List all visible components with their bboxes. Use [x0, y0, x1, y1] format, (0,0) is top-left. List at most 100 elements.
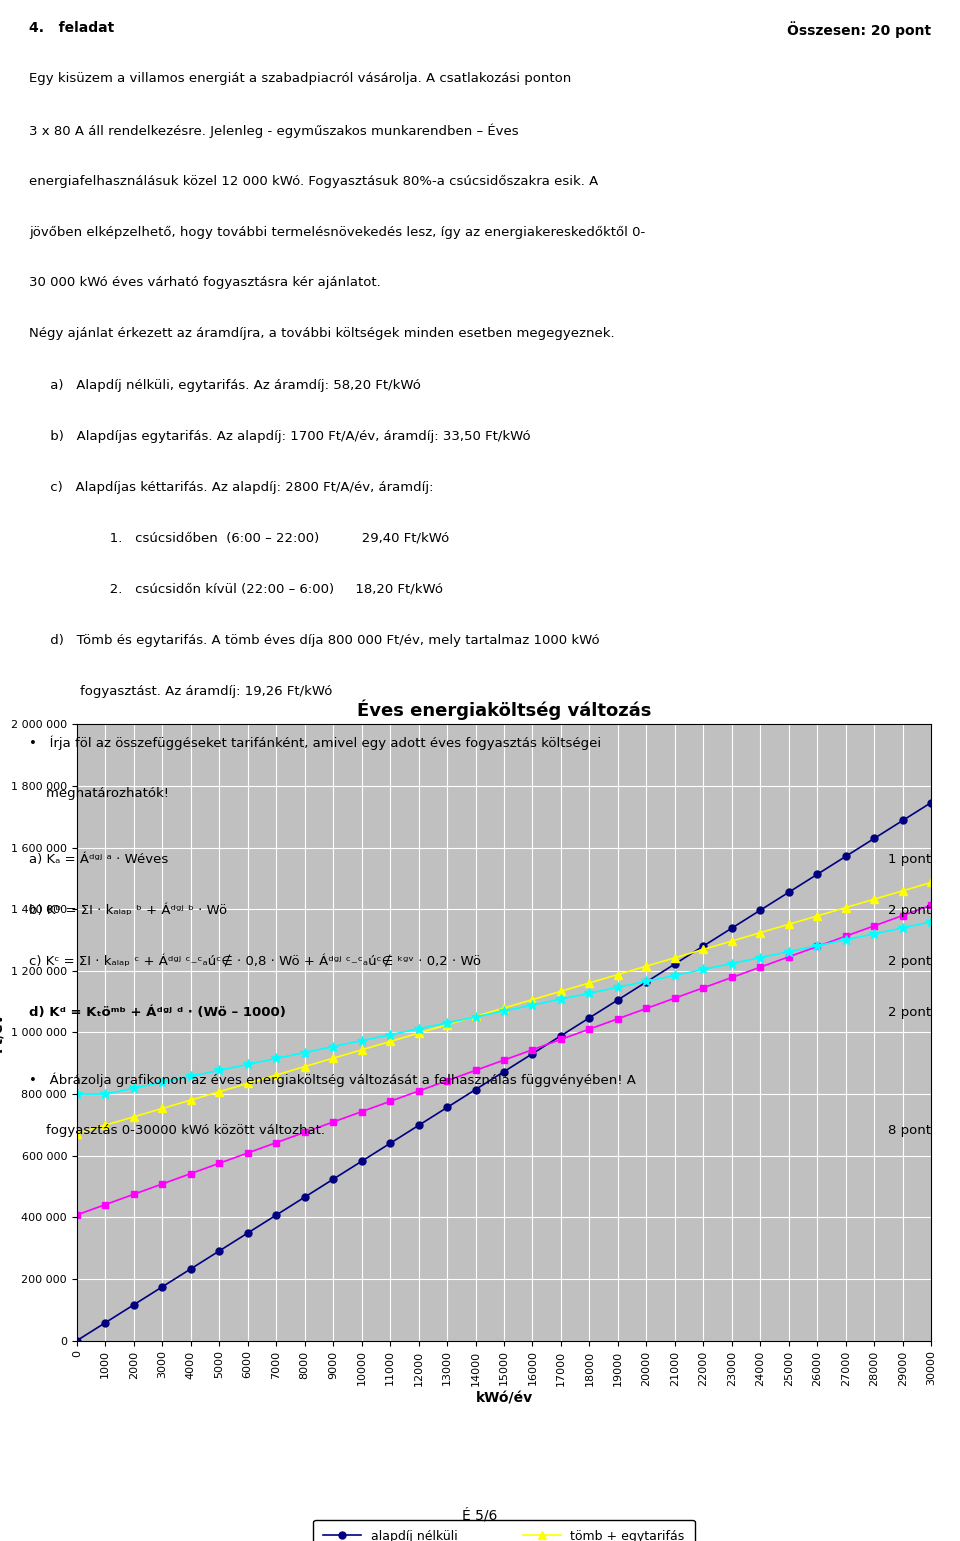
Text: •   Ábrázolja grafikonon az éves energiaköltség változását a felhasználás függvé: • Ábrázolja grafikonon az éves energiakö… [29, 1073, 636, 1086]
alapdíjas egy tarifás [156, 1174, 168, 1193]
Title: Éves energiaköltség változás: Éves energiaköltség változás [357, 700, 651, 720]
tömb + egytarifás [925, 912, 937, 931]
tömb + egytarifás [185, 1066, 197, 1085]
tömb + egytarifás [811, 906, 823, 925]
alapdíj nélküli [840, 848, 852, 866]
alapdíj nélküli [327, 1170, 339, 1188]
alapdíj nélküli [242, 1224, 253, 1242]
alapdíjas egy tarifás [498, 1051, 510, 1069]
alapdíj nélküli [356, 1153, 368, 1171]
Text: c) Kᶜ = ΣI ⋅ kₐₗₐₚ ᶜ + Áᵈᶢʲ ᶜ₋ᶜₐúᶜ∉ ⋅ 0,8 ⋅ Wö + Áᵈᶢʲ ᶜ₋ᶜₐúᶜ∉ ᵏᶢᵛ ⋅ 0,2 ⋅ Wö: c) Kᶜ = ΣI ⋅ kₐₗₐₚ ᶜ + Áᵈᶢʲ ᶜ₋ᶜₐúᶜ∉ ⋅ 0,… [29, 955, 481, 968]
tömb + egytarifás [555, 982, 566, 1000]
tömb + egytarifás [498, 1002, 510, 1020]
Line: alapdíj nélküli: alapdíj nélküli [73, 800, 935, 1344]
tömb + egytarifás [811, 937, 823, 955]
Text: 8 pont: 8 pont [888, 1123, 931, 1137]
tömb + egytarifás [783, 943, 795, 962]
alapdíj nélküli [128, 1296, 139, 1314]
Text: jövőben elképzelhető, hogy további termelésnövekedés lesz, így az energiakereske: jövőben elképzelhető, hogy további terme… [29, 225, 645, 239]
tömb + egytarifás [71, 1085, 83, 1103]
alapdíjas egy tarifás [384, 1093, 396, 1111]
alapdíj nélküli [100, 1313, 111, 1331]
tömb + egytarifás [271, 1049, 282, 1068]
Text: 30 000 kWó éves várható fogyasztásra kér ajánlatot.: 30 000 kWó éves várható fogyasztásra kér… [29, 276, 380, 290]
tömb + egytarifás [242, 1056, 253, 1074]
Text: energiafelhasználásuk közel 12 000 kWó. Fogyasztásuk 80%-a csúcsidőszakra esik. : energiafelhasználásuk közel 12 000 kWó. … [29, 174, 598, 188]
tömb + egytarifás [71, 1125, 83, 1143]
alapdíjas egy tarifás [527, 1040, 539, 1059]
tömb + egytarifás [755, 923, 766, 942]
tömb + egytarifás [869, 925, 880, 943]
tömb + egytarifás [384, 1032, 396, 1051]
alapdíjas egy tarifás [242, 1143, 253, 1162]
tömb + egytarifás [213, 1062, 225, 1080]
tömb + egytarifás [100, 1116, 111, 1134]
tömb + egytarifás [669, 966, 681, 985]
tömb + egytarifás [413, 1020, 424, 1039]
Line: tömb + egytarifás: tömb + egytarifás [73, 878, 935, 1137]
Text: fogyasztás 0-30000 kWó között változhat.: fogyasztás 0-30000 kWó között változhat. [29, 1123, 324, 1137]
tömb + egytarifás [897, 881, 908, 900]
Line: alapdíjas egy tarifás: alapdíjas egy tarifás [73, 901, 935, 1219]
tömb + egytarifás [156, 1099, 168, 1117]
Text: meghatározhatók!: meghatározhatók! [29, 787, 169, 800]
tömb + egytarifás [327, 1049, 339, 1068]
Text: a)   Alapdíj nélküli, egytarifás. Az áramdíj: 58,20 Ft/kWó: a) Alapdíj nélküli, egytarifás. Az áramd… [29, 379, 420, 391]
alapdíj nélküli [698, 937, 709, 955]
tömb + egytarifás [299, 1057, 310, 1076]
Text: Összesen: 20 pont: Összesen: 20 pont [787, 22, 931, 39]
alapdíjas egy tarifás [698, 979, 709, 997]
Text: 1.   csúcsidőben  (6:00 – 22:00)          29,40 Ft/kWó: 1. csúcsidőben (6:00 – 22:00) 29,40 Ft/k… [29, 532, 449, 544]
alapdíj nélküli [71, 1331, 83, 1350]
tömb + egytarifás [156, 1073, 168, 1091]
tömb + egytarifás [612, 965, 624, 983]
tömb + egytarifás [413, 1023, 424, 1042]
tömb + egytarifás [698, 940, 709, 959]
alapdíjas egy tarifás [442, 1071, 453, 1089]
alapdíjas egy tarifás [584, 1020, 595, 1039]
Text: b)   Alapdíjas egytarifás. Az alapdíj: 1700 Ft/A/év, áramdíj: 33,50 Ft/kWó: b) Alapdíjas egytarifás. Az alapdíj: 170… [29, 430, 531, 442]
tömb + egytarifás [327, 1037, 339, 1056]
alapdíjas egy tarifás [869, 917, 880, 935]
alapdíj nélküli [811, 865, 823, 883]
Text: fogyasztást. Az áramdíj: 19,26 Ft/kWó: fogyasztást. Az áramdíj: 19,26 Ft/kWó [29, 684, 332, 698]
Text: •   Írja föl az összefüggéseket tarifánként, amivel egy adott éves fogyasztás kö: • Írja föl az összefüggéseket tarifánkén… [29, 735, 601, 750]
alapdíjas egy tarifás [897, 906, 908, 925]
alapdíjas egy tarifás [185, 1165, 197, 1183]
tömb + egytarifás [584, 985, 595, 1003]
alapdíj nélküli [897, 811, 908, 829]
alapdíjas egy tarifás [783, 948, 795, 966]
alapdíj nélküli [726, 918, 737, 937]
alapdíj nélküli [555, 1026, 566, 1045]
tömb + egytarifás [726, 932, 737, 951]
alapdíjas egy tarifás [612, 1009, 624, 1028]
tömb + egytarifás [840, 931, 852, 949]
tömb + egytarifás [469, 1008, 481, 1026]
tömb + egytarifás [384, 1025, 396, 1043]
alapdíjas egy tarifás [555, 1029, 566, 1048]
Legend: alapdíj nélküli, alapdíjas egy tarifás, tömb + egytarifás, tömb + egytarifás: alapdíj nélküli, alapdíjas egy tarifás, … [313, 1519, 695, 1541]
Text: 2 pont: 2 pont [888, 1006, 931, 1019]
Text: a) Kₐ = Áᵈᶢʲ ᵃ ⋅ Wéves: a) Kₐ = Áᵈᶢʲ ᵃ ⋅ Wéves [29, 854, 168, 866]
alapdíj nélküli [527, 1045, 539, 1063]
tömb + egytarifás [840, 898, 852, 917]
alapdíj nélküli [271, 1207, 282, 1225]
alapdíjas egy tarifás [413, 1082, 424, 1100]
alapdíjas egy tarifás [811, 937, 823, 955]
tömb + egytarifás [442, 1016, 453, 1034]
alapdíjas egy tarifás [726, 968, 737, 986]
alapdíjas egy tarifás [327, 1113, 339, 1131]
tömb + egytarifás [128, 1108, 139, 1126]
tömb + egytarifás [527, 991, 539, 1009]
alapdíjas egy tarifás [469, 1062, 481, 1080]
alapdíjas egy tarifás [840, 928, 852, 946]
alapdíjas egy tarifás [71, 1205, 83, 1224]
alapdíjas egy tarifás [128, 1185, 139, 1204]
tömb + egytarifás [498, 999, 510, 1017]
tömb + egytarifás [185, 1091, 197, 1110]
Text: 4.   feladat: 4. feladat [29, 22, 114, 35]
tömb + egytarifás [356, 1031, 368, 1049]
tömb + egytarifás [213, 1082, 225, 1100]
tömb + egytarifás [356, 1040, 368, 1059]
Line: tömb + egytarifás: tömb + egytarifás [72, 917, 936, 1099]
